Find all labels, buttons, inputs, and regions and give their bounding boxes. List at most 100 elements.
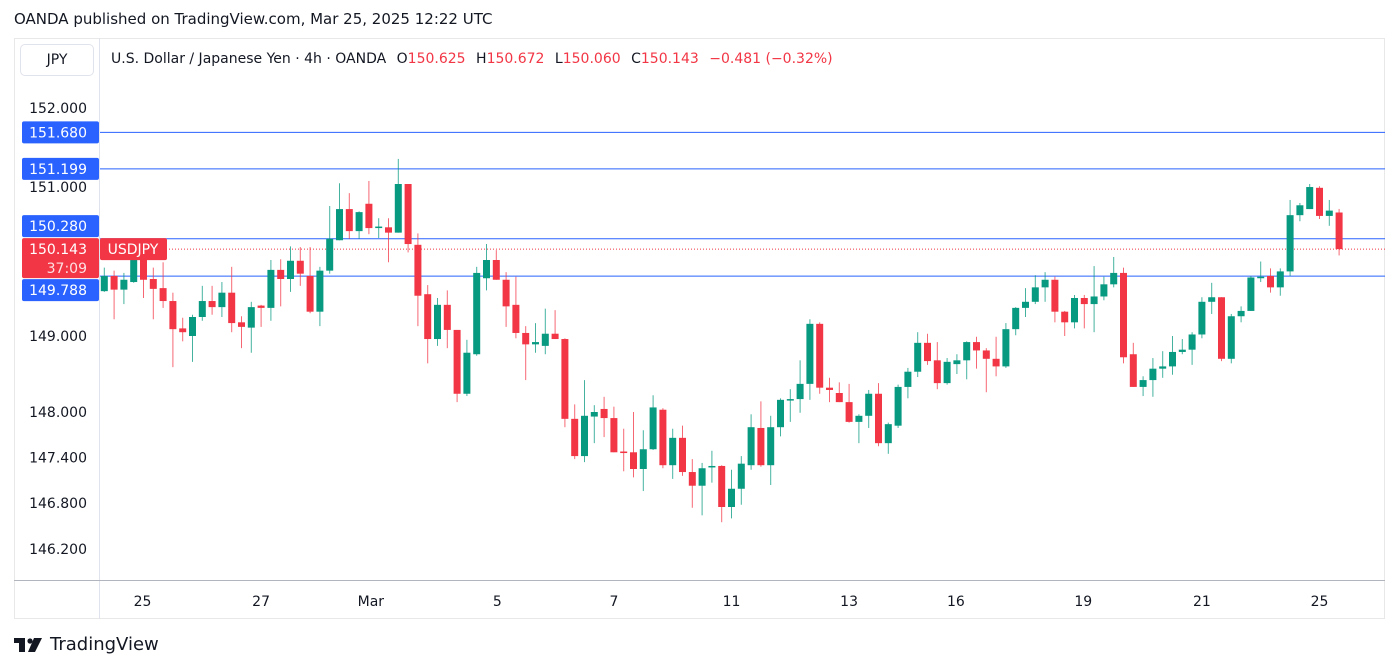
y-tick-label: 149.000 <box>29 329 87 345</box>
candle-body <box>208 301 216 308</box>
candle-body <box>443 304 451 330</box>
candle-body <box>159 288 167 302</box>
level-price-label: 151.680 <box>29 125 87 141</box>
level-price-tag <box>22 279 99 302</box>
candle-body <box>375 226 383 229</box>
x-tick-label: 5 <box>493 594 502 610</box>
legend-high-label: H <box>476 51 487 67</box>
candle-body <box>463 352 471 394</box>
candle-body <box>1198 301 1206 335</box>
x-tick-label: 13 <box>840 594 858 610</box>
candle-body <box>296 260 304 274</box>
candle-body <box>492 260 500 280</box>
candle-body <box>747 427 755 466</box>
candle-body <box>992 358 1000 367</box>
candle-body <box>385 227 392 233</box>
candle-body <box>1012 307 1020 330</box>
candle-body <box>1051 279 1059 312</box>
legend-open-label: O <box>396 51 408 67</box>
candle-body <box>728 488 735 507</box>
legend-open: 150.625 <box>407 51 466 67</box>
candle-body <box>767 427 775 466</box>
candle-body <box>845 402 853 422</box>
chart-frame <box>14 38 1385 619</box>
candle-body <box>1227 316 1235 359</box>
legend-low: 150.060 <box>562 51 621 67</box>
candle-body <box>1316 187 1323 216</box>
candle-body <box>1022 301 1029 308</box>
candle-body <box>561 339 569 419</box>
candle-body <box>247 307 255 328</box>
candle-body <box>943 361 951 384</box>
candle-body <box>875 393 882 444</box>
candle-body <box>316 270 324 312</box>
candle-body <box>1247 277 1255 311</box>
candle-body <box>169 301 177 330</box>
candle-body <box>336 209 343 241</box>
symbol-button[interactable]: JPY <box>20 44 94 76</box>
candle-body <box>257 305 265 308</box>
candle-body <box>953 360 961 365</box>
candle-body <box>326 238 334 271</box>
level-price-label: 151.199 <box>29 162 87 178</box>
candle-body <box>581 415 588 457</box>
candle-body <box>1139 380 1147 387</box>
candle-body <box>649 407 657 450</box>
legend-high: 150.672 <box>486 51 545 67</box>
candle-body <box>414 244 422 296</box>
candle-body <box>1257 276 1265 279</box>
candle-body <box>277 269 285 279</box>
candle-body <box>1169 351 1176 367</box>
tradingview-logo[interactable]: TradingView <box>14 634 159 655</box>
candle-body <box>424 294 432 340</box>
candle-body <box>345 209 353 232</box>
candle-body <box>737 463 745 489</box>
candle-body <box>904 371 912 387</box>
y-tick-label: 148.000 <box>29 405 87 421</box>
candle-body <box>198 301 206 317</box>
candle-body <box>238 322 245 327</box>
candle-body <box>982 350 990 359</box>
candle-body <box>1188 334 1196 350</box>
candle-body <box>434 304 441 340</box>
bar-countdown: 37:09 <box>47 261 87 277</box>
candle-body <box>718 465 726 507</box>
tradingview-logo-text: TradingView <box>50 634 159 655</box>
candle-body <box>522 332 530 345</box>
x-tick-label: 7 <box>609 594 618 610</box>
candle-body <box>924 342 931 362</box>
candle-body <box>806 323 814 384</box>
candle-body <box>826 387 833 390</box>
candle-body <box>453 329 461 394</box>
candle-body <box>688 472 696 486</box>
candle-body <box>698 468 706 486</box>
x-tick-label: Mar <box>358 594 385 610</box>
candle-body <box>669 437 677 466</box>
candle-body <box>894 386 902 426</box>
candle-body <box>796 383 804 400</box>
candle-body <box>816 323 824 388</box>
x-tick-label: 19 <box>1074 594 1092 610</box>
candle-body <box>404 184 412 245</box>
candle-body <box>1090 296 1098 305</box>
legend-change: −0.481 (−0.32%) <box>709 51 833 67</box>
candle-body <box>473 272 481 355</box>
candle-body <box>120 279 128 290</box>
x-tick-label: 11 <box>723 594 741 610</box>
candle-body <box>1041 279 1049 288</box>
candle-body <box>483 260 490 279</box>
candle-body <box>590 412 598 417</box>
candle-body <box>914 342 922 372</box>
candle-body <box>865 393 873 416</box>
candle-body <box>708 465 716 468</box>
candle-body <box>757 427 765 466</box>
candle-body <box>855 415 863 422</box>
candle-body <box>1129 354 1137 387</box>
candle-body <box>786 399 794 401</box>
legend-close-label: C <box>631 51 641 67</box>
level-price-tag <box>22 215 99 238</box>
legend-low-label: L <box>554 51 563 67</box>
y-tick-label: 146.800 <box>29 496 87 512</box>
candle-body <box>355 212 363 232</box>
